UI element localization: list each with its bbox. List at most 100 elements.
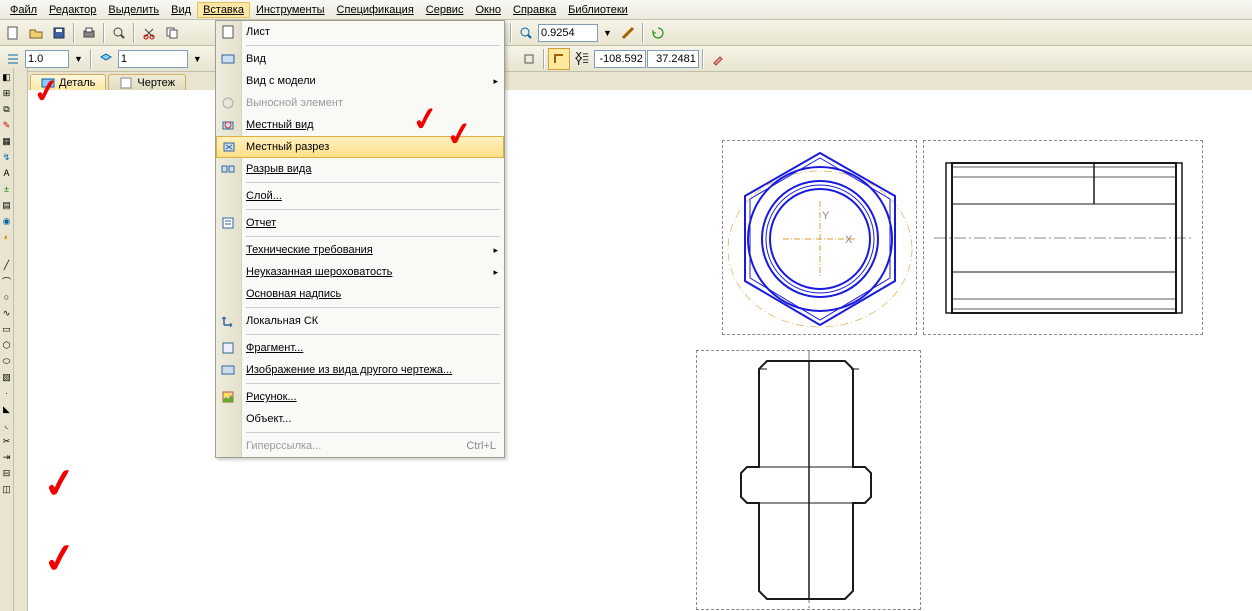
menu-item-callout: Выносной элемент — [216, 92, 504, 114]
menu-item-sheet[interactable]: Лист — [216, 21, 504, 43]
localcut-icon — [221, 139, 237, 155]
dropdown-arrow-icon[interactable]: ▼ — [599, 28, 616, 38]
print-button[interactable] — [78, 22, 100, 44]
toolbar-standard: ▼ — [0, 20, 1252, 46]
side-tool-poly[interactable]: ⬡ — [1, 338, 13, 352]
side-tool-2[interactable]: ⊞ — [1, 86, 13, 100]
zoom-fit-button[interactable] — [515, 22, 537, 44]
menu-item-fragment[interactable]: Фрагмент... — [216, 337, 504, 359]
zoom-input[interactable] — [538, 24, 598, 42]
linewidth-input[interactable] — [25, 50, 69, 68]
style-button[interactable] — [2, 48, 24, 70]
menu-window[interactable]: Окно — [469, 2, 507, 18]
drawing-canvas[interactable]: X Y — [28, 90, 1252, 611]
open-button[interactable] — [25, 22, 47, 44]
side-tool-5[interactable]: ▦ — [1, 134, 13, 148]
menu-item-tech-req[interactable]: Технические требования — [216, 239, 504, 261]
side-tool-3[interactable]: ⧉ — [1, 102, 13, 116]
side-tool-chamfer[interactable]: ◣ — [1, 402, 13, 416]
menu-item-object[interactable]: Объект... — [216, 408, 504, 430]
side-tool-extend[interactable]: ⇥ — [1, 450, 13, 464]
menu-item-title-block[interactable]: Основная надпись — [216, 283, 504, 305]
side-tool-trim[interactable]: ✂ — [1, 434, 13, 448]
side-toolbar-main: ◧ ⊞ ⧉ ✎ ▦ ↯ A ± ▤ ◉ ◐ ╱ ⌒ ○ ∿ ▭ ⬡ ⬭ ▨ · … — [0, 68, 14, 611]
side-toolbar-aux — [14, 68, 28, 611]
layer-button[interactable] — [95, 48, 117, 70]
preview-button[interactable] — [108, 22, 130, 44]
dropdown-arrow-icon[interactable]: ▼ — [70, 54, 87, 64]
menu-item-layer[interactable]: Слой... — [216, 185, 504, 207]
drawing-view-front[interactable] — [696, 350, 921, 610]
side-tool-4[interactable]: ✎ — [1, 118, 13, 132]
menu-item-local-cut[interactable]: Местный разрез — [216, 136, 504, 158]
side-tool-11[interactable]: ◐ — [1, 230, 13, 244]
lcs-icon — [220, 313, 236, 329]
menu-select[interactable]: Выделить — [102, 2, 165, 18]
menu-libs[interactable]: Библиотеки — [562, 2, 634, 18]
refresh-button[interactable] — [647, 22, 669, 44]
side-tool-circle[interactable]: ○ — [1, 290, 13, 304]
menu-spec[interactable]: Спецификация — [331, 2, 420, 18]
menu-insert[interactable]: Вставка — [197, 2, 250, 18]
menu-item-picture[interactable]: Рисунок... — [216, 386, 504, 408]
coord-xy-button[interactable]: X=Y= — [571, 48, 593, 70]
side-tool-point[interactable]: · — [1, 386, 13, 400]
new-button[interactable] — [2, 22, 24, 44]
menu-item-view-from-model[interactable]: Вид с модели — [216, 70, 504, 92]
layer-input[interactable] — [118, 50, 188, 68]
menu-help[interactable]: Справка — [507, 2, 562, 18]
menu-item-report[interactable]: Отчет — [216, 212, 504, 234]
menu-item-label: Объект... — [246, 413, 291, 425]
menu-item-view-break[interactable]: Разрыв вида — [216, 158, 504, 180]
menu-item-label: Вид — [246, 53, 266, 65]
side-tool-8[interactable]: ± — [1, 182, 13, 196]
tab-drawing[interactable]: Чертеж — [108, 74, 186, 91]
menu-item-label: Выносной элемент — [246, 97, 343, 109]
side-tool-spline[interactable]: ∿ — [1, 306, 13, 320]
ortho-button[interactable] — [548, 48, 570, 70]
menu-item-label: Неуказанная шероховатость — [246, 266, 392, 278]
tab-detail[interactable]: Деталь — [30, 74, 106, 91]
side-tool-line[interactable]: ╱ — [1, 258, 13, 272]
snap-button[interactable] — [518, 48, 540, 70]
menu-item-hyperlink: Гиперссылка... Ctrl+L — [216, 435, 504, 457]
view-icon — [220, 51, 236, 67]
menu-file[interactable]: Файл — [4, 2, 43, 18]
menu-item-roughness[interactable]: Неуказанная шероховатость — [216, 261, 504, 283]
side-tool-rect[interactable]: ▭ — [1, 322, 13, 336]
side-tool-1[interactable]: ◧ — [1, 70, 13, 84]
brush-button[interactable] — [707, 48, 729, 70]
side-tool-6[interactable]: ↯ — [1, 150, 13, 164]
side-tool-10[interactable]: ◉ — [1, 214, 13, 228]
save-button[interactable] — [48, 22, 70, 44]
insert-menu-dropdown: Лист Вид Вид с модели Выносной элемент М… — [215, 20, 505, 458]
side-tool-break[interactable]: ⊟ — [1, 466, 13, 480]
side-tool-fillet[interactable]: ◟ — [1, 418, 13, 432]
side-tool-7[interactable]: A — [1, 166, 13, 180]
copy-button[interactable] — [161, 22, 183, 44]
cut-button[interactable] — [138, 22, 160, 44]
localview-icon — [220, 117, 236, 133]
menu-editor[interactable]: Редактор — [43, 2, 102, 18]
dropdown-arrow-icon[interactable]: ▼ — [189, 54, 206, 64]
menu-item-local-view[interactable]: Местный вид — [216, 114, 504, 136]
menu-item-local-cs[interactable]: Локальная СК — [216, 310, 504, 332]
menubar: Файл Редактор Выделить Вид Вставка Инстр… — [0, 0, 1252, 20]
coord-x-input[interactable] — [594, 50, 646, 68]
side-tool-hatch[interactable]: ▨ — [1, 370, 13, 384]
menu-item-image-from-view[interactable]: Изображение из вида другого чертежа... — [216, 359, 504, 381]
side-tool-arc[interactable]: ⌒ — [1, 274, 13, 288]
drawing-view-top[interactable]: X Y — [722, 140, 917, 335]
svg-text:Y=: Y= — [575, 56, 589, 66]
drawing-view-side[interactable] — [923, 140, 1203, 335]
side-tool-ellipse[interactable]: ⬭ — [1, 354, 13, 368]
side-tool-last[interactable]: ◫ — [1, 482, 13, 496]
menu-view[interactable]: Вид — [165, 2, 197, 18]
menu-service[interactable]: Сервис — [420, 2, 470, 18]
coord-y-input[interactable] — [647, 50, 699, 68]
side-tool-9[interactable]: ▤ — [1, 198, 13, 212]
measure-button[interactable] — [617, 22, 639, 44]
menu-item-view[interactable]: Вид — [216, 48, 504, 70]
menu-item-label: Местный вид — [246, 119, 314, 131]
menu-tools[interactable]: Инструменты — [250, 2, 331, 18]
